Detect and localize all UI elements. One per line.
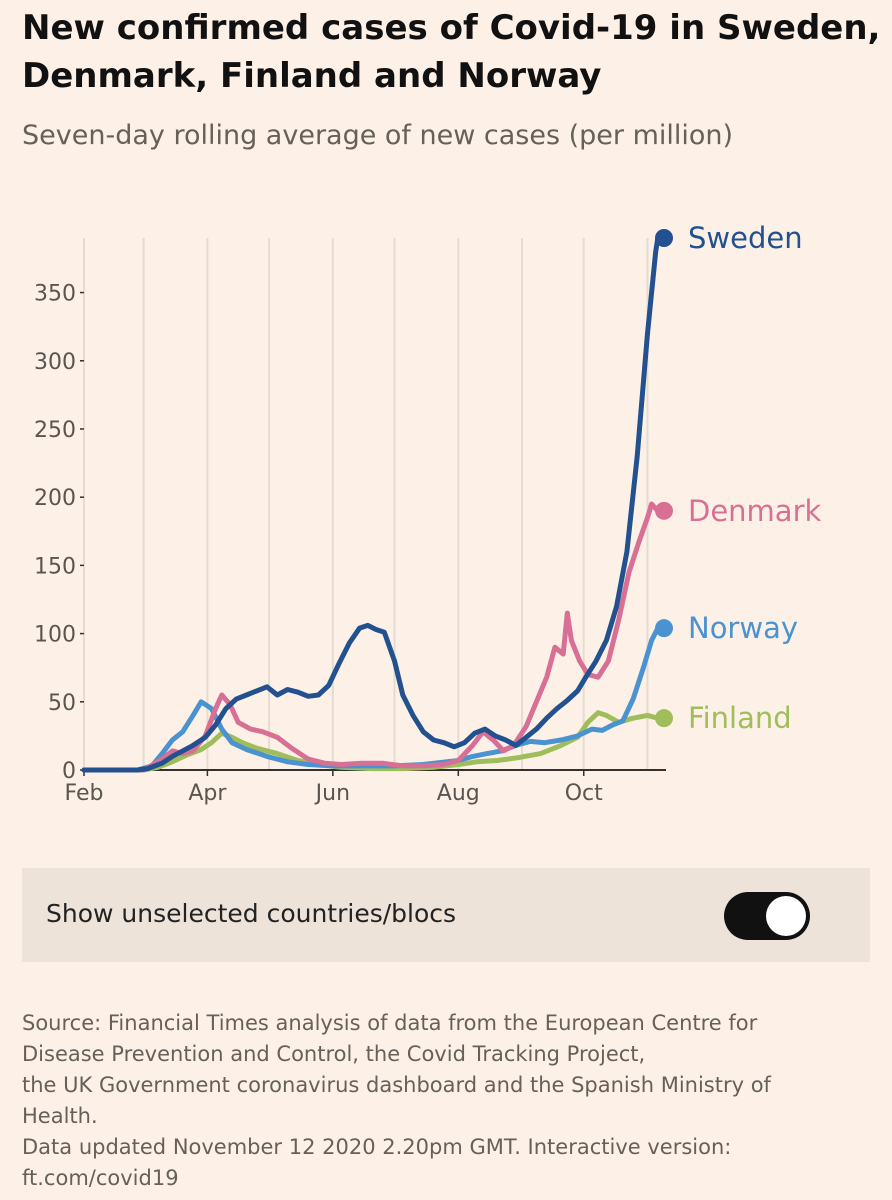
y-tick-label: 100 xyxy=(34,623,76,648)
updated-line: ft.com/covid19 xyxy=(22,1166,179,1190)
source-line: the UK Government coronavirus dashboard … xyxy=(22,1073,771,1097)
end-dot-denmark xyxy=(655,501,673,520)
series-label-denmark: Denmark xyxy=(688,494,821,528)
chart-title-line-1: New confirmed cases of Covid-19 in Swede… xyxy=(22,8,881,48)
y-tick-label: 250 xyxy=(34,418,76,443)
x-tick-label: Feb xyxy=(65,781,104,806)
chart-title: New confirmed cases of Covid-19 in Swede… xyxy=(22,4,882,100)
source-line: Disease Prevention and Control, the Covi… xyxy=(22,1042,646,1066)
source-line: Health. xyxy=(22,1104,98,1128)
chart-subtitle: Seven-day rolling average of new cases (… xyxy=(22,120,734,151)
end-dot-finland xyxy=(655,709,673,728)
toggle-knob xyxy=(766,896,806,936)
y-tick-label: 300 xyxy=(34,350,76,375)
source-line: Source: Financial Times analysis of data… xyxy=(22,1011,758,1035)
y-tick-label: 200 xyxy=(34,486,76,511)
series-line-finland xyxy=(81,710,661,773)
x-tick-label: Apr xyxy=(188,781,227,806)
series-label-sweden: Sweden xyxy=(688,221,803,255)
source-note: Source: Financial Times analysis of data… xyxy=(22,1008,872,1194)
y-tick-label: 50 xyxy=(48,691,76,716)
x-tick-label: Aug xyxy=(437,781,480,806)
toggle-panel: Show unselected countries/blocs xyxy=(22,868,870,962)
y-tick-label: 0 xyxy=(62,759,76,784)
series-line-sweden xyxy=(81,235,661,773)
y-tick-label: 150 xyxy=(34,554,76,579)
series-line-denmark xyxy=(81,501,661,773)
x-tick-label: Oct xyxy=(565,781,603,806)
line-chart: 0 50 100 150 200 250 300 350 Feb Apr Jun Aug Oct Swed… xyxy=(34,221,821,806)
series-label-norway: Norway xyxy=(688,611,798,645)
chart-title-line-2: Denmark, Finland and Norway xyxy=(22,56,602,96)
updated-line: Data updated November 12 2020 2.20pm GMT… xyxy=(22,1135,732,1159)
show-unselected-toggle[interactable] xyxy=(724,892,810,940)
toggle-label: Show unselected countries/blocs xyxy=(46,899,457,928)
x-tick-label: Jun xyxy=(314,781,350,806)
series-label-finland: Finland xyxy=(688,701,792,735)
y-tick-label: 350 xyxy=(34,282,76,307)
end-dot-sweden xyxy=(655,229,673,247)
end-dot-norway xyxy=(655,619,673,638)
